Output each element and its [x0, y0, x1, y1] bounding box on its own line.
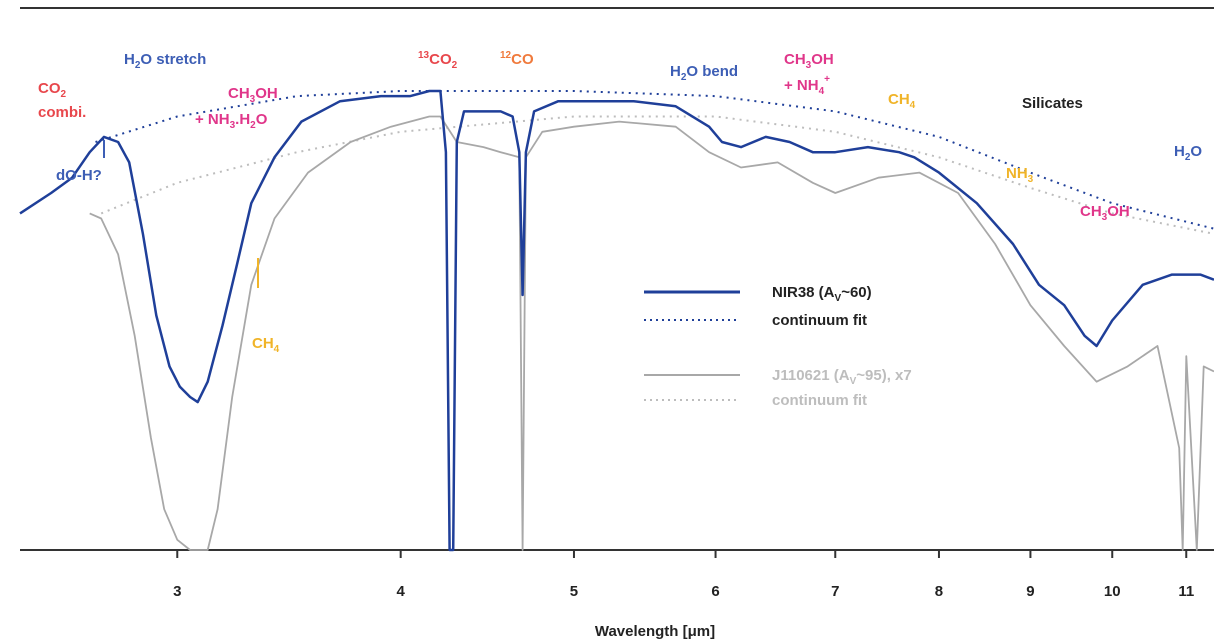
annotation-ch3oh-c: CH3OH — [1080, 203, 1130, 223]
series-line-1 — [95, 90, 1214, 230]
x-tick-label: 4 — [397, 583, 406, 600]
annotation-ch4-b: CH4 — [888, 91, 916, 111]
x-tick-label: 11 — [1178, 583, 1194, 600]
series-line-0 — [19, 89, 1214, 552]
annotation-co2-combi-line2: combi. — [38, 104, 86, 121]
annotation-doh: dO-H? — [56, 167, 102, 184]
series-line-2 — [89, 115, 1214, 551]
annotation-nh3: NH3 — [1006, 165, 1034, 185]
x-tick-label: 7 — [831, 583, 839, 600]
series-line-3 — [100, 115, 1214, 235]
x-tick-label: 8 — [935, 583, 943, 600]
annotation-13co2: 13CO2 — [418, 50, 458, 71]
annotation-nh3-h2o: + NH3.H2O — [195, 111, 268, 131]
annotation-h2o-stretch: H2O stretch — [124, 51, 206, 71]
x-axis-ticks: 3 4 5 6 7 8 9 10 11 — [173, 550, 1194, 600]
annotation-ch4-a: CH4 — [252, 335, 280, 355]
annotation-nh4: + NH4+ — [784, 74, 830, 97]
series-group — [19, 89, 1214, 552]
legend-label-continuum-2: continuum fit — [772, 392, 867, 409]
annotation-silicates: Silicates — [1022, 95, 1083, 112]
annotation-h2o-right: H2O — [1174, 143, 1202, 163]
legend: NIR38 (AV~60) continuum fit J110621 (AV~… — [644, 284, 912, 409]
x-tick-label: 6 — [711, 583, 719, 600]
legend-label-continuum-1: continuum fit — [772, 312, 867, 329]
legend-label-nir38: NIR38 (AV~60) — [772, 284, 872, 304]
annotation-co2-combi: CO2 — [38, 80, 67, 100]
x-tick-label: 5 — [570, 583, 578, 600]
x-axis-label: Wavelength [μm] — [595, 623, 715, 640]
annotation-ch3oh-b: CH3OH — [784, 51, 834, 71]
annotation-12co: 12CO — [500, 50, 534, 68]
annotation-h2o-bend: H2O bend — [670, 63, 738, 83]
x-tick-label: 10 — [1104, 583, 1121, 600]
annotations: CO2 combi. dO-H? H2O stretch CH3OH + NH3… — [38, 50, 1202, 355]
x-tick-label: 9 — [1026, 583, 1034, 600]
annotation-ch3oh-a: CH3OH — [228, 85, 278, 105]
x-tick-label: 3 — [173, 583, 181, 600]
legend-label-j110621: J110621 (AV~95), x7 — [772, 367, 912, 387]
